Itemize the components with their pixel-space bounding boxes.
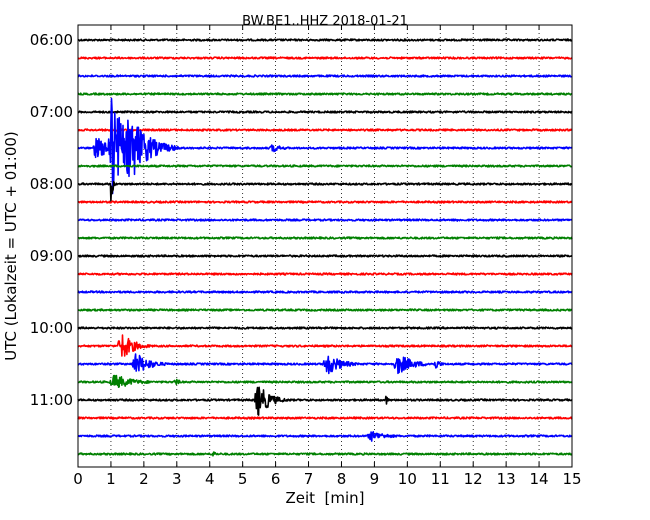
y-tick-label: 08:00 bbox=[30, 175, 73, 193]
y-tick-label: 06:00 bbox=[30, 31, 73, 49]
x-tick-label: 8 bbox=[337, 470, 347, 488]
x-tick-label: 7 bbox=[304, 470, 314, 488]
x-tick-label: 4 bbox=[205, 470, 215, 488]
x-tick-label: 9 bbox=[370, 470, 380, 488]
trace-row-0815 bbox=[77, 200, 573, 204]
x-tick-label: 6 bbox=[271, 470, 281, 488]
x-axis: 0 1 2 3 4 5 6 7 8 9 10 11 12 13 14 15 bbox=[73, 25, 582, 488]
trace-row-1030 bbox=[77, 353, 573, 375]
trace-row-0730 bbox=[77, 97, 573, 195]
y-axis: 06:00 07:00 08:00 09:00 10:00 11:00 bbox=[30, 31, 572, 409]
x-tick-label: 14 bbox=[530, 470, 549, 488]
trace-row-0800 bbox=[77, 180, 573, 203]
x-tick-label: 11 bbox=[431, 470, 450, 488]
vertical-grid bbox=[110, 25, 540, 467]
trace-row-0830 bbox=[77, 218, 573, 222]
x-tick-label: 2 bbox=[139, 470, 149, 488]
trace-row-0615 bbox=[77, 56, 573, 60]
x-tick-label: 13 bbox=[497, 470, 516, 488]
trace-row-1130 bbox=[77, 431, 573, 442]
trace-row-1000 bbox=[77, 326, 573, 330]
trace-row-0715 bbox=[77, 128, 573, 132]
y-tick-label: 11:00 bbox=[30, 391, 73, 409]
y-axis-label: UTC (Lokalzeit = UTC + 01:00) bbox=[2, 131, 20, 361]
x-tick-label: 3 bbox=[172, 470, 182, 488]
trace-row-1100 bbox=[77, 386, 573, 416]
trace-row-1115 bbox=[77, 416, 573, 420]
trace-row-1015 bbox=[77, 334, 573, 357]
trace-row-0900 bbox=[77, 254, 573, 258]
x-tick-label: 15 bbox=[562, 470, 581, 488]
plot-area bbox=[77, 24, 573, 468]
x-tick-label: 10 bbox=[398, 470, 417, 488]
trace-row-0630 bbox=[77, 74, 573, 78]
trace-row-0930 bbox=[77, 290, 573, 294]
y-tick-label: 09:00 bbox=[30, 247, 73, 265]
y-tick-label: 07:00 bbox=[30, 103, 73, 121]
trace-row-0645 bbox=[77, 92, 573, 96]
trace-row-0915 bbox=[77, 272, 573, 276]
trace-row-1145 bbox=[77, 451, 573, 457]
x-axis-label: Zeit [min] bbox=[285, 489, 364, 507]
trace-row-1045 bbox=[77, 374, 573, 388]
y-tick-label: 10:00 bbox=[30, 319, 73, 337]
trace-row-0845 bbox=[77, 236, 573, 240]
x-tick-label: 1 bbox=[106, 470, 116, 488]
trace-group bbox=[77, 38, 573, 457]
trace-row-0945 bbox=[77, 308, 573, 312]
plot-border bbox=[77, 24, 573, 468]
x-tick-label: 0 bbox=[73, 470, 83, 488]
x-tick-label: 5 bbox=[238, 470, 248, 488]
x-tick-label: 12 bbox=[464, 470, 483, 488]
trace-row-0700 bbox=[77, 110, 573, 114]
trace-row-0745 bbox=[77, 164, 573, 168]
trace-row-0600 bbox=[77, 38, 573, 42]
